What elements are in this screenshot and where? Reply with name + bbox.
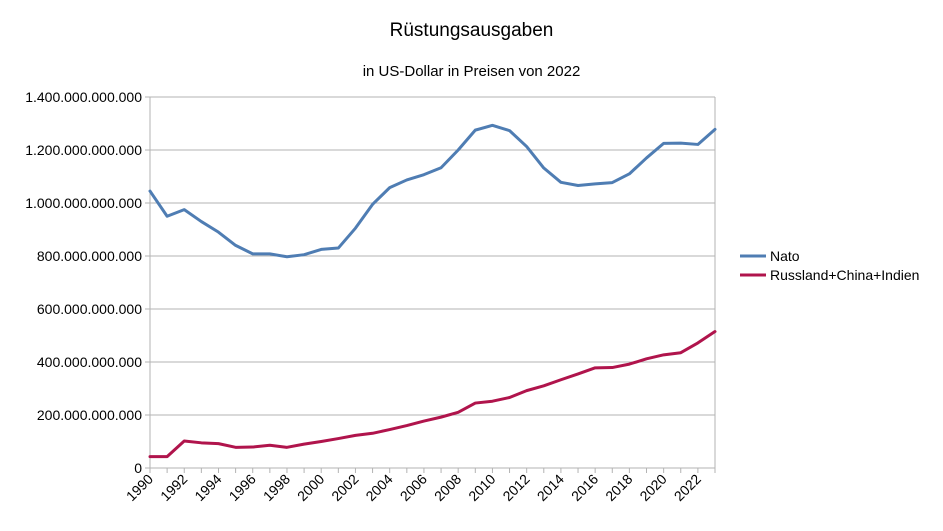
- x-tick-label: 2010: [465, 471, 498, 504]
- x-tick-label: 2002: [328, 471, 361, 504]
- gridlines: [150, 96, 715, 469]
- legend: Nato Russland+China+Indien: [740, 248, 919, 283]
- x-tick-label: 1992: [157, 471, 190, 504]
- series-line-1: [148, 330, 717, 459]
- legend-label: Russland+China+Indien: [770, 267, 919, 283]
- chart-subtitle: in US-Dollar in Preisen von 2022: [362, 63, 581, 80]
- y-tick-label: 200.000.000.000: [37, 407, 142, 423]
- x-axis-tick-labels: 1990 1992 1994 1996 1998 2000 2002 2004 2006 2008…: [123, 471, 704, 504]
- x-tick-label: 2008: [431, 471, 464, 504]
- x-tick-label: 2004: [362, 471, 395, 504]
- x-tick-label: 1998: [260, 471, 293, 504]
- y-tick-label: 0: [134, 460, 142, 476]
- y-tick-label: 1.000.000.000.000: [25, 195, 142, 211]
- y-tick-label: 600.000.000.000: [37, 301, 142, 317]
- x-tick-label: 2012: [499, 471, 532, 504]
- series-line-0: [148, 123, 717, 259]
- x-tick-label: 2000: [294, 471, 327, 504]
- x-tick-label: 2014: [534, 471, 567, 504]
- legend-label: Nato: [770, 248, 800, 264]
- x-tick-label: 1994: [191, 471, 224, 504]
- y-axis-tick-labels: 0 200.000.000.000 400.000.000.000 600.000.0…: [25, 89, 142, 476]
- y-tick-label: 800.000.000.000: [37, 248, 142, 264]
- chart-title: Rüstungsausgaben: [389, 20, 554, 41]
- x-tick-label: 2020: [636, 471, 669, 504]
- y-tick-label: 400.000.000.000: [37, 354, 142, 370]
- y-tick-label: 1.400.000.000.000: [25, 89, 142, 105]
- x-tick-label: 2016: [568, 471, 601, 504]
- x-tick-label: 2006: [397, 471, 430, 504]
- x-tick-label: 1990: [123, 471, 156, 504]
- x-tick-label: 1996: [226, 471, 259, 504]
- axes: [145, 96, 716, 473]
- series-lines: [148, 123, 717, 459]
- x-tick-label: 2018: [602, 471, 635, 504]
- x-tick-label: 2022: [671, 471, 704, 504]
- y-tick-label: 1.200.000.000.000: [25, 142, 142, 158]
